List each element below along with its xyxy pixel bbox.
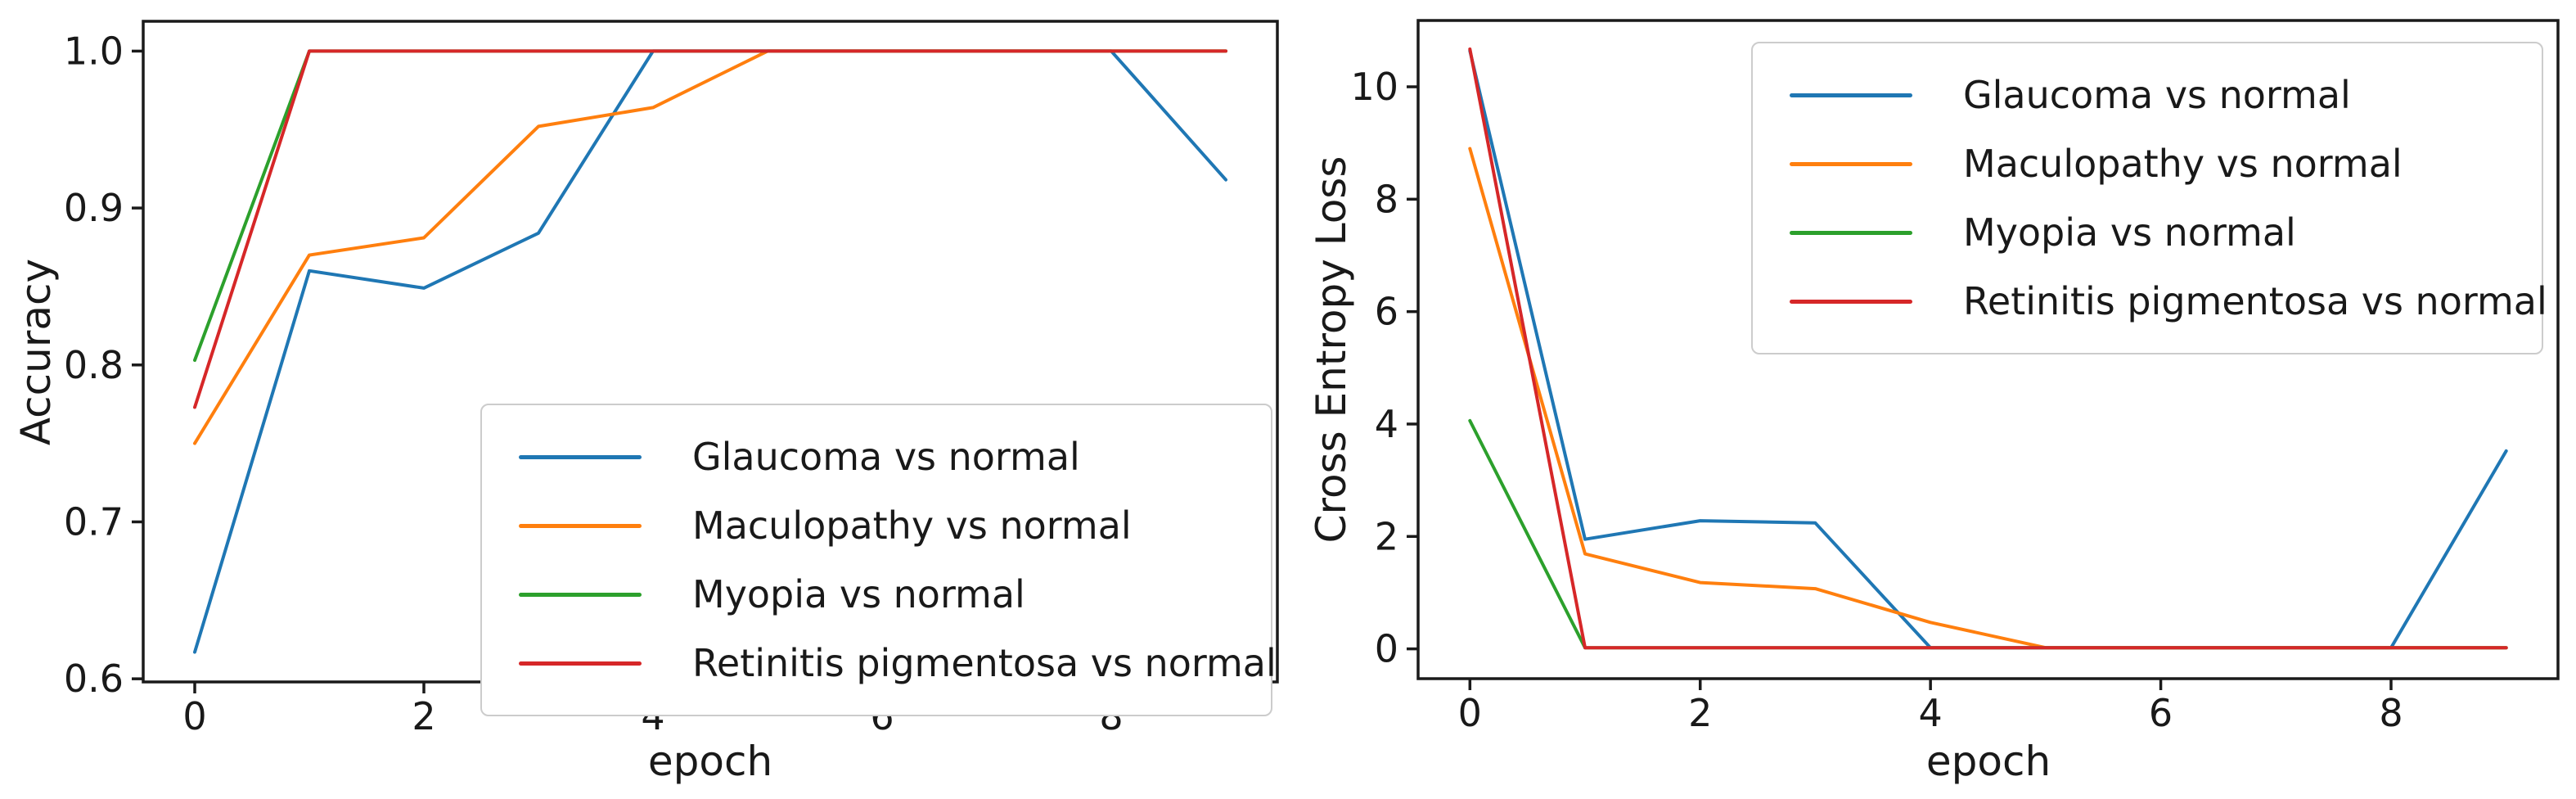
legend-item-myopia-vs-normal: Myopia vs normal [1790,210,2525,255]
legend-label: Glaucoma vs normal [1963,73,2351,117]
legend-item-retinitis-pigmentosa-vs-normal: Retinitis pigmentosa vs normal [1790,279,2547,323]
left-x-axis-label: epoch [647,738,773,785]
y-tick-label: 6 [1375,290,1398,334]
legend-label: Maculopathy vs normal [692,503,1132,548]
legend-item-retinitis-pigmentosa-vs-normal: Retinitis pigmentosa vs normal [519,641,1277,685]
legend-swatch-myopia-vs-normal [519,592,642,597]
legend-label: Glaucoma vs normal [692,435,1080,479]
legend-label: Retinitis pigmentosa vs normal [1963,279,2547,323]
legend-swatch-maculopathy-vs-normal [519,523,642,528]
legend-item-glaucoma-vs-normal: Glaucoma vs normal [519,435,1254,479]
legend-item-maculopathy-vs-normal: Maculopathy vs normal [519,503,1254,548]
y-tick-label: 8 [1375,177,1398,221]
loss-plot: 0 2 4 6 8 0 2 4 6 8 10 [1350,19,2560,735]
y-tick-label: 1.0 [64,29,124,73]
legend-label: Myopia vs normal [692,572,1025,616]
right-x-axis-label: epoch [1925,738,2051,785]
x-tick-label: 2 [412,694,435,738]
legend-item-glaucoma-vs-normal: Glaucoma vs normal [1790,73,2525,117]
legend-label: Maculopathy vs normal [1963,142,2403,186]
legend-swatch-glaucoma-vs-normal [519,454,642,459]
legend-label: Retinitis pigmentosa vs normal [692,641,1277,685]
series-line-myopia-vs-normal [193,49,1227,362]
legend-swatch-maculopathy-vs-normal [1790,161,1912,166]
x-tick-label: 4 [1919,691,1943,735]
legend-item-myopia-vs-normal: Myopia vs normal [519,572,1254,616]
legend-swatch-retinitis-pigmentosa-vs-normal [1790,299,1912,304]
y-tick-label: 0.6 [64,657,124,701]
loss-legend: Glaucoma vs normal Maculopathy vs normal M… [1751,42,2547,354]
x-tick-label: 0 [1458,691,1482,735]
legend-item-maculopathy-vs-normal: Maculopathy vs normal [1790,142,2525,186]
legend-swatch-myopia-vs-normal [1790,230,1912,235]
y-tick-label: 0 [1375,627,1398,671]
x-tick-label: 2 [1688,691,1712,735]
series-line-retinitis-pigmentosa-vs-normal [193,49,1227,409]
legend-label: Myopia vs normal [1963,210,2296,255]
y-tick-label: 10 [1350,65,1398,109]
y-tick-label: 4 [1375,402,1398,446]
y-tick-label: 0.9 [64,186,124,230]
accuracy-legend: Glaucoma vs normal Maculopathy vs normal M… [480,404,1277,716]
legend-swatch-glaucoma-vs-normal [1790,93,1912,97]
x-tick-label: 8 [2379,691,2403,735]
y-tick-label: 0.8 [64,343,124,387]
left-y-axis-label: Accuracy [12,258,60,446]
legend-swatch-retinitis-pigmentosa-vs-normal [519,661,642,666]
x-tick-label: 6 [2149,691,2173,735]
x-tick-label: 0 [182,694,206,738]
series-line-retinitis-pigmentosa-vs-normal [1468,47,2508,650]
series-line-maculopathy-vs-normal [193,49,1227,445]
y-tick-label: 0.7 [64,499,124,544]
right-y-axis-label: Cross Entropy Loss [1308,156,1355,544]
axes-frame [1416,19,2560,680]
y-tick-label: 2 [1375,514,1398,558]
